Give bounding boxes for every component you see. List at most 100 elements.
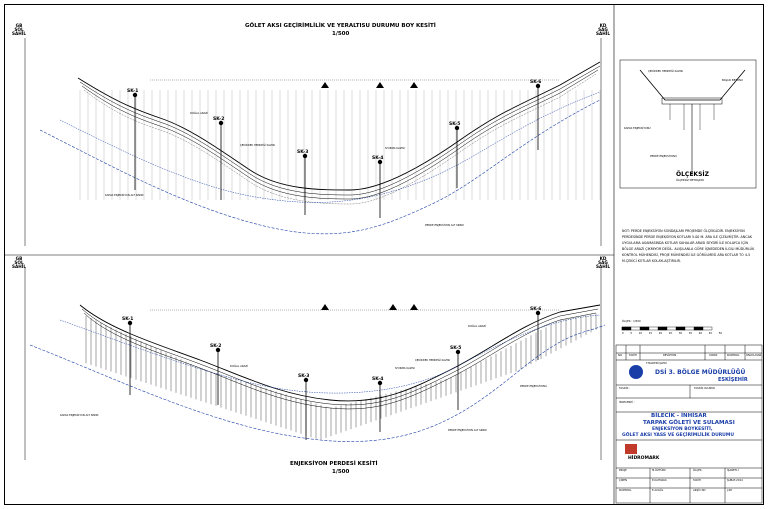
bottom-borehole-head-3 [303,377,309,383]
titleblock-cell: TARİH [693,479,701,482]
detail-label-2: BAŞLIK BETONU [722,79,743,82]
project-line4: GÖLET AKSI YASS VE GEÇİRİMLİLİK DURUMU [622,433,734,438]
top-borehole-label-1: SK-1 [127,88,138,94]
titleblock-cell: KONTROL [619,489,632,492]
rev-h-onaylayan: ONAYLAYAN [746,354,762,357]
top-borehole-head-2 [218,120,224,126]
titleblock-cell: J-08 [727,489,732,492]
top-borehole-head-3 [302,153,308,159]
titleblock-cell: E.KAYMAKK [652,479,667,482]
top-borehole-head-1 [132,92,138,98]
top-dogal-arazi: DOĞAL ARAZİ [190,112,208,115]
bottom-borehole-head-4 [377,380,383,386]
bottom-borehole-head-5 [455,349,461,355]
bottom-borehole-head-2 [215,347,221,353]
scale-bar-ticks: 0 5 10 15 20 25 30 35 40 45 50 [622,332,722,336]
bottom-cekirdek: ÇEKİRDEK HENDEĞİ KAZISI [415,359,451,362]
detail-label-3: KAPAK ENJEKSİYONU [624,127,651,130]
top-title: GÖLET AKSI GEÇİRİMLİLİK VE YERALTISU DUR… [245,23,436,29]
bottom-title: ENJEKSİYON PERDESİ KESİTİ [290,461,378,467]
scale-tick: 25 [668,332,672,335]
top-siyirma: SIYIRMA KAZISI [385,147,405,150]
bottom-scale: 1/500 [332,469,350,475]
top-section-drawing: SK-1 SK-2 SK-3 SK-4 SK-5 SK-6 [24,38,602,246]
drawing-sheet [4,4,764,505]
scale-bar [621,326,713,331]
top-scale: 1/500 [332,31,350,37]
bottom-borehole-label-2: SK-2 [210,343,221,349]
perde-alt-line [39,99,601,235]
titleblock-cell: İŞARETLİ [727,469,739,472]
org-city: ESKİŞEHİR [718,377,748,383]
bottom-right-axis: KD SAĞ SAHİL [596,256,610,270]
scale-bar-label: ÖLÇEK : 1/500 [622,320,641,323]
top-borehole-label-2: SK-2 [213,116,224,122]
scale-tick: 15 [648,332,652,335]
bottom-siyirma: SIYIRMA KAZISI [395,367,415,370]
tasdik-olunur: TASDİK OLUNUR [694,387,715,390]
bottom-borehole-label-1: SK-1 [122,316,133,322]
top-perde-alt: PERDE ENJEKSİYON ALT SINIRI [425,224,464,227]
detail-label-4: PERDE ENJEKSİYONU [650,155,677,158]
bottom-dogal-arazi-2: DOĞAL ARAZİ [468,325,486,328]
owner-label: T.MADEN İŞLERİ [646,362,667,365]
title-block-frame [615,344,763,504]
top-borehole-label-3: SK-3 [297,149,308,155]
hidromark-logo-icon [625,444,637,454]
bottom-dogal-arazi: DOĞAL ARAZİ [230,365,248,368]
bottom-left-axis: GB SOL SAHİL [12,256,26,270]
top-borehole-label-6: SK-6 [530,79,541,85]
top-borehole-head-6 [535,83,541,89]
bottom-borehole-label-4: SK-4 [372,376,383,382]
scale-tick: 45 [708,332,712,335]
rev-h-yapan: YAPAN [709,354,718,357]
scale-tick: 40 [698,332,702,335]
rev-h-tarih: TARİH [629,354,637,357]
detail-label-1: ÇEKİRDEK HENDEĞİ KAZISI [648,70,684,73]
top-borehole-label-5: SK-5 [449,121,460,127]
titleblock-cell: ARŞİV NO [693,489,706,492]
bottom-borehole-label-6: SK-6 [530,306,541,312]
titleblock-cell: PROJE [619,469,627,472]
titleblock-cell: E.AVGÜL [652,489,664,492]
scale-tick: 35 [688,332,692,335]
bottom-section-drawing: SK-1 SK-2 SK-3 SK-4 SK-5 SK-6 [24,268,606,460]
rev-h-no: NO [618,354,622,357]
scale-tick: 10 [638,332,642,335]
top-left-axis: GB SOL SAHİL [12,23,26,37]
bottom-borehole-label-5: SK-5 [450,345,461,351]
top-cekirdek: ÇEKİRDEK HENDEĞİ KAZISI [240,144,276,147]
org-name: DSİ 3. BÖLGE MÜDÜRLÜĞÜ [655,369,746,376]
project-line3: ENJEKSİYON BOYKESİTİ, [652,427,713,432]
ground-line-bottom [79,304,601,402]
tasdik-label: TASDİK : [619,387,630,390]
rev-h-revizyon: REVİZYON [663,354,677,357]
detail-subtitle: ÖLÇEKSİZ METRAJDIR [676,179,704,182]
incelendi-label: İNCELENDİ : [619,401,635,404]
detail-title: ÖLÇEKSİZ [676,171,709,178]
bottom-borehole-head-6 [535,310,541,316]
kapak-alt-line [59,91,601,203]
scale-tick: 0 [622,332,624,335]
bottom-borehole-head-1 [127,320,133,326]
detail-box [619,59,757,189]
company-name: HİDROMARK [628,456,660,461]
scale-tick: 30 [678,332,682,335]
project-line2: TARPAK GÖLETİ VE SULAMASI [643,420,735,426]
ground-line [77,61,601,191]
bottom-borehole-label-3: SK-3 [298,373,309,379]
scale-tick: 50 [718,332,722,335]
project-line1: BİLECİK - İNHİSAR [651,413,707,419]
titleblock-cell: ÇİZEN [619,479,627,482]
dsi-logo-icon [629,365,643,379]
scale-tick: 20 [658,332,662,335]
top-kapak-alt: KAPAK ENJEKSİYON ALT SINIRI [105,194,144,197]
bottom-kapak-alt: KAPAK ENJEKSİYON ALT SINIRI [60,414,99,417]
perde-alt-line-bottom [29,324,606,442]
top-right-axis: KD SAĞ SAHİL [596,23,610,37]
scale-tick: 5 [630,332,632,335]
notes-text: NOT: PERDE ENJEKSİYON SONDAJLARI PROJEMD… [622,229,755,263]
titleblock-cell: ÖLÇEK [693,469,702,472]
top-borehole-head-5 [454,125,460,131]
